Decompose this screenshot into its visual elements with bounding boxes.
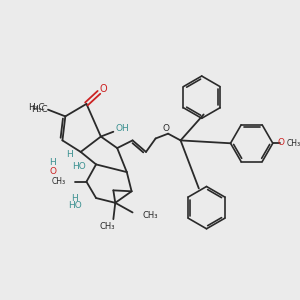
Text: O: O (278, 138, 285, 147)
Text: HO: HO (72, 162, 86, 171)
Text: H: H (50, 158, 56, 167)
Text: O: O (163, 124, 170, 134)
Text: H₃C: H₃C (31, 105, 48, 114)
Text: CH₃: CH₃ (142, 211, 158, 220)
Text: CH₃: CH₃ (100, 222, 115, 231)
Text: O: O (100, 85, 108, 94)
Text: H: H (71, 194, 78, 203)
Text: H₃C: H₃C (28, 103, 45, 112)
Text: CH₃: CH₃ (286, 139, 300, 148)
Text: O: O (49, 167, 56, 176)
Text: OH: OH (115, 124, 129, 134)
Text: CH₃: CH₃ (51, 177, 65, 186)
Text: HO: HO (68, 201, 82, 210)
Text: H: H (66, 150, 73, 159)
